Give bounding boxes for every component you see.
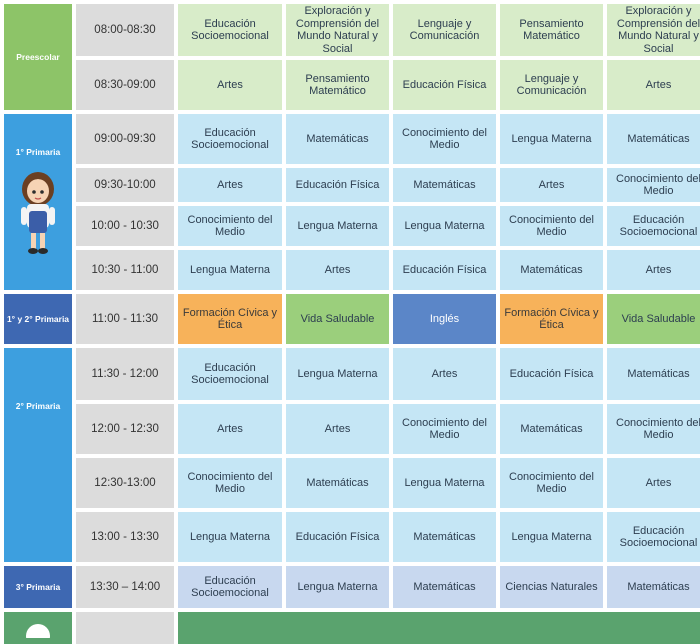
class-cell: Educación Socioemocional — [178, 4, 282, 56]
time-slot: 09:00-09:30 — [76, 114, 174, 164]
class-cell: Matemáticas — [607, 566, 700, 608]
class-cell: Educación Física — [500, 348, 603, 400]
time-slot-partial — [76, 612, 174, 644]
class-cell: Matemáticas — [607, 114, 700, 164]
class-cell: Exploración y Comprensión del Mundo Natu… — [607, 4, 700, 56]
class-cell: Formación Cívica y Ética — [178, 294, 282, 344]
class-cell: Vida Saludable — [607, 294, 700, 344]
time-slot: 10:00 - 10:30 — [76, 206, 174, 246]
class-cell: Artes — [286, 404, 389, 454]
level-label: 1° Primaria — [15, 147, 61, 157]
class-cell: Conocimiento del Medio — [500, 206, 603, 246]
class-cell: Artes — [178, 404, 282, 454]
class-cell: Artes — [178, 168, 282, 202]
circle-badge-icon — [26, 624, 50, 638]
class-cell: Artes — [178, 60, 282, 110]
class-cell: Matemáticas — [286, 458, 389, 508]
class-cell: Lenguaje y Comunicación — [393, 4, 496, 56]
class-cell: Conocimiento del Medio — [500, 458, 603, 508]
class-cell: Educación Física — [286, 168, 389, 202]
class-cell: Educación Socioemocional — [178, 566, 282, 608]
class-cell: Lengua Materna — [286, 566, 389, 608]
class-cell: Artes — [500, 168, 603, 202]
class-cell: Matemáticas — [500, 250, 603, 290]
time-slot: 10:30 - 11:00 — [76, 250, 174, 290]
class-cell: Lenguaje y Comunicación — [500, 60, 603, 110]
class-cell: Formación Cívica y Ética — [500, 294, 603, 344]
class-cell: Conocimiento del Medio — [393, 404, 496, 454]
class-cell: Artes — [607, 458, 700, 508]
class-cell: Educación Socioemocional — [607, 206, 700, 246]
class-cell: Matemáticas — [393, 168, 496, 202]
bottom-banner — [178, 612, 700, 644]
class-cell: Pensamiento Matemático — [500, 4, 603, 56]
class-cell: Artes — [393, 348, 496, 400]
time-slot: 11:00 - 11:30 — [76, 294, 174, 344]
class-cell: Matemáticas — [607, 348, 700, 400]
class-cell: Artes — [607, 60, 700, 110]
girl-illustration-icon — [21, 171, 55, 254]
time-slot: 12:30-13:00 — [76, 458, 174, 508]
class-cell: Conocimiento del Medio — [607, 168, 700, 202]
level-primaria-1: 1° Primaria — [4, 114, 72, 290]
level-primaria-3: 3° Primaria — [4, 566, 72, 608]
class-cell: Lengua Materna — [178, 512, 282, 562]
level-preescolar: Preescolar — [4, 4, 72, 110]
level-primaria-1-2: 1° y 2° Primaria — [4, 294, 72, 344]
class-cell: Educación Física — [286, 512, 389, 562]
time-slot: 13:30 – 14:00 — [76, 566, 174, 608]
class-cell: Conocimiento del Medio — [178, 206, 282, 246]
schedule-table: Preescolar 1° Primaria 1° y 2° Primaria … — [4, 4, 700, 644]
class-cell: Educación Física — [393, 60, 496, 110]
class-cell: Pensamiento Matemático — [286, 60, 389, 110]
time-slot: 09:30-10:00 — [76, 168, 174, 202]
class-cell: Educación Socioemocional — [178, 114, 282, 164]
level-label: Preescolar — [16, 51, 60, 62]
class-cell: Inglés — [393, 294, 496, 344]
level-label: 2° Primaria — [15, 401, 61, 411]
class-cell: Exploración y Comprensión del Mundo Natu… — [286, 4, 389, 56]
class-cell: Lengua Materna — [178, 250, 282, 290]
class-cell: Artes — [607, 250, 700, 290]
time-slot: 13:00 - 13:30 — [76, 512, 174, 562]
time-slot: 12:00 - 12:30 — [76, 404, 174, 454]
level-primaria-2: 2° Primaria — [4, 348, 72, 562]
class-cell: Matemáticas — [393, 512, 496, 562]
time-slot: 11:30 - 12:00 — [76, 348, 174, 400]
class-cell: Educación Física — [393, 250, 496, 290]
class-cell: Matemáticas — [286, 114, 389, 164]
time-slot: 08:30-09:00 — [76, 60, 174, 110]
class-cell: Vida Saludable — [286, 294, 389, 344]
class-cell: Lengua Materna — [286, 206, 389, 246]
class-cell: Conocimiento del Medio — [178, 458, 282, 508]
class-cell: Lengua Materna — [500, 512, 603, 562]
level-label: 3° Primaria — [15, 581, 61, 592]
class-cell: Educación Socioemocional — [178, 348, 282, 400]
level-next — [4, 612, 72, 644]
class-cell: Artes — [286, 250, 389, 290]
class-cell: Conocimiento del Medio — [607, 404, 700, 454]
class-cell: Ciencias Naturales — [500, 566, 603, 608]
class-cell: Matemáticas — [500, 404, 603, 454]
class-cell: Conocimiento del Medio — [393, 114, 496, 164]
class-cell: Lengua Materna — [286, 348, 389, 400]
class-cell: Matemáticas — [393, 566, 496, 608]
class-cell: Lengua Materna — [500, 114, 603, 164]
time-slot: 08:00-08:30 — [76, 4, 174, 56]
class-cell: Lengua Materna — [393, 206, 496, 246]
class-cell: Educación Socioemocional — [607, 512, 700, 562]
class-cell: Lengua Materna — [393, 458, 496, 508]
level-label: 1° y 2° Primaria — [6, 313, 70, 324]
